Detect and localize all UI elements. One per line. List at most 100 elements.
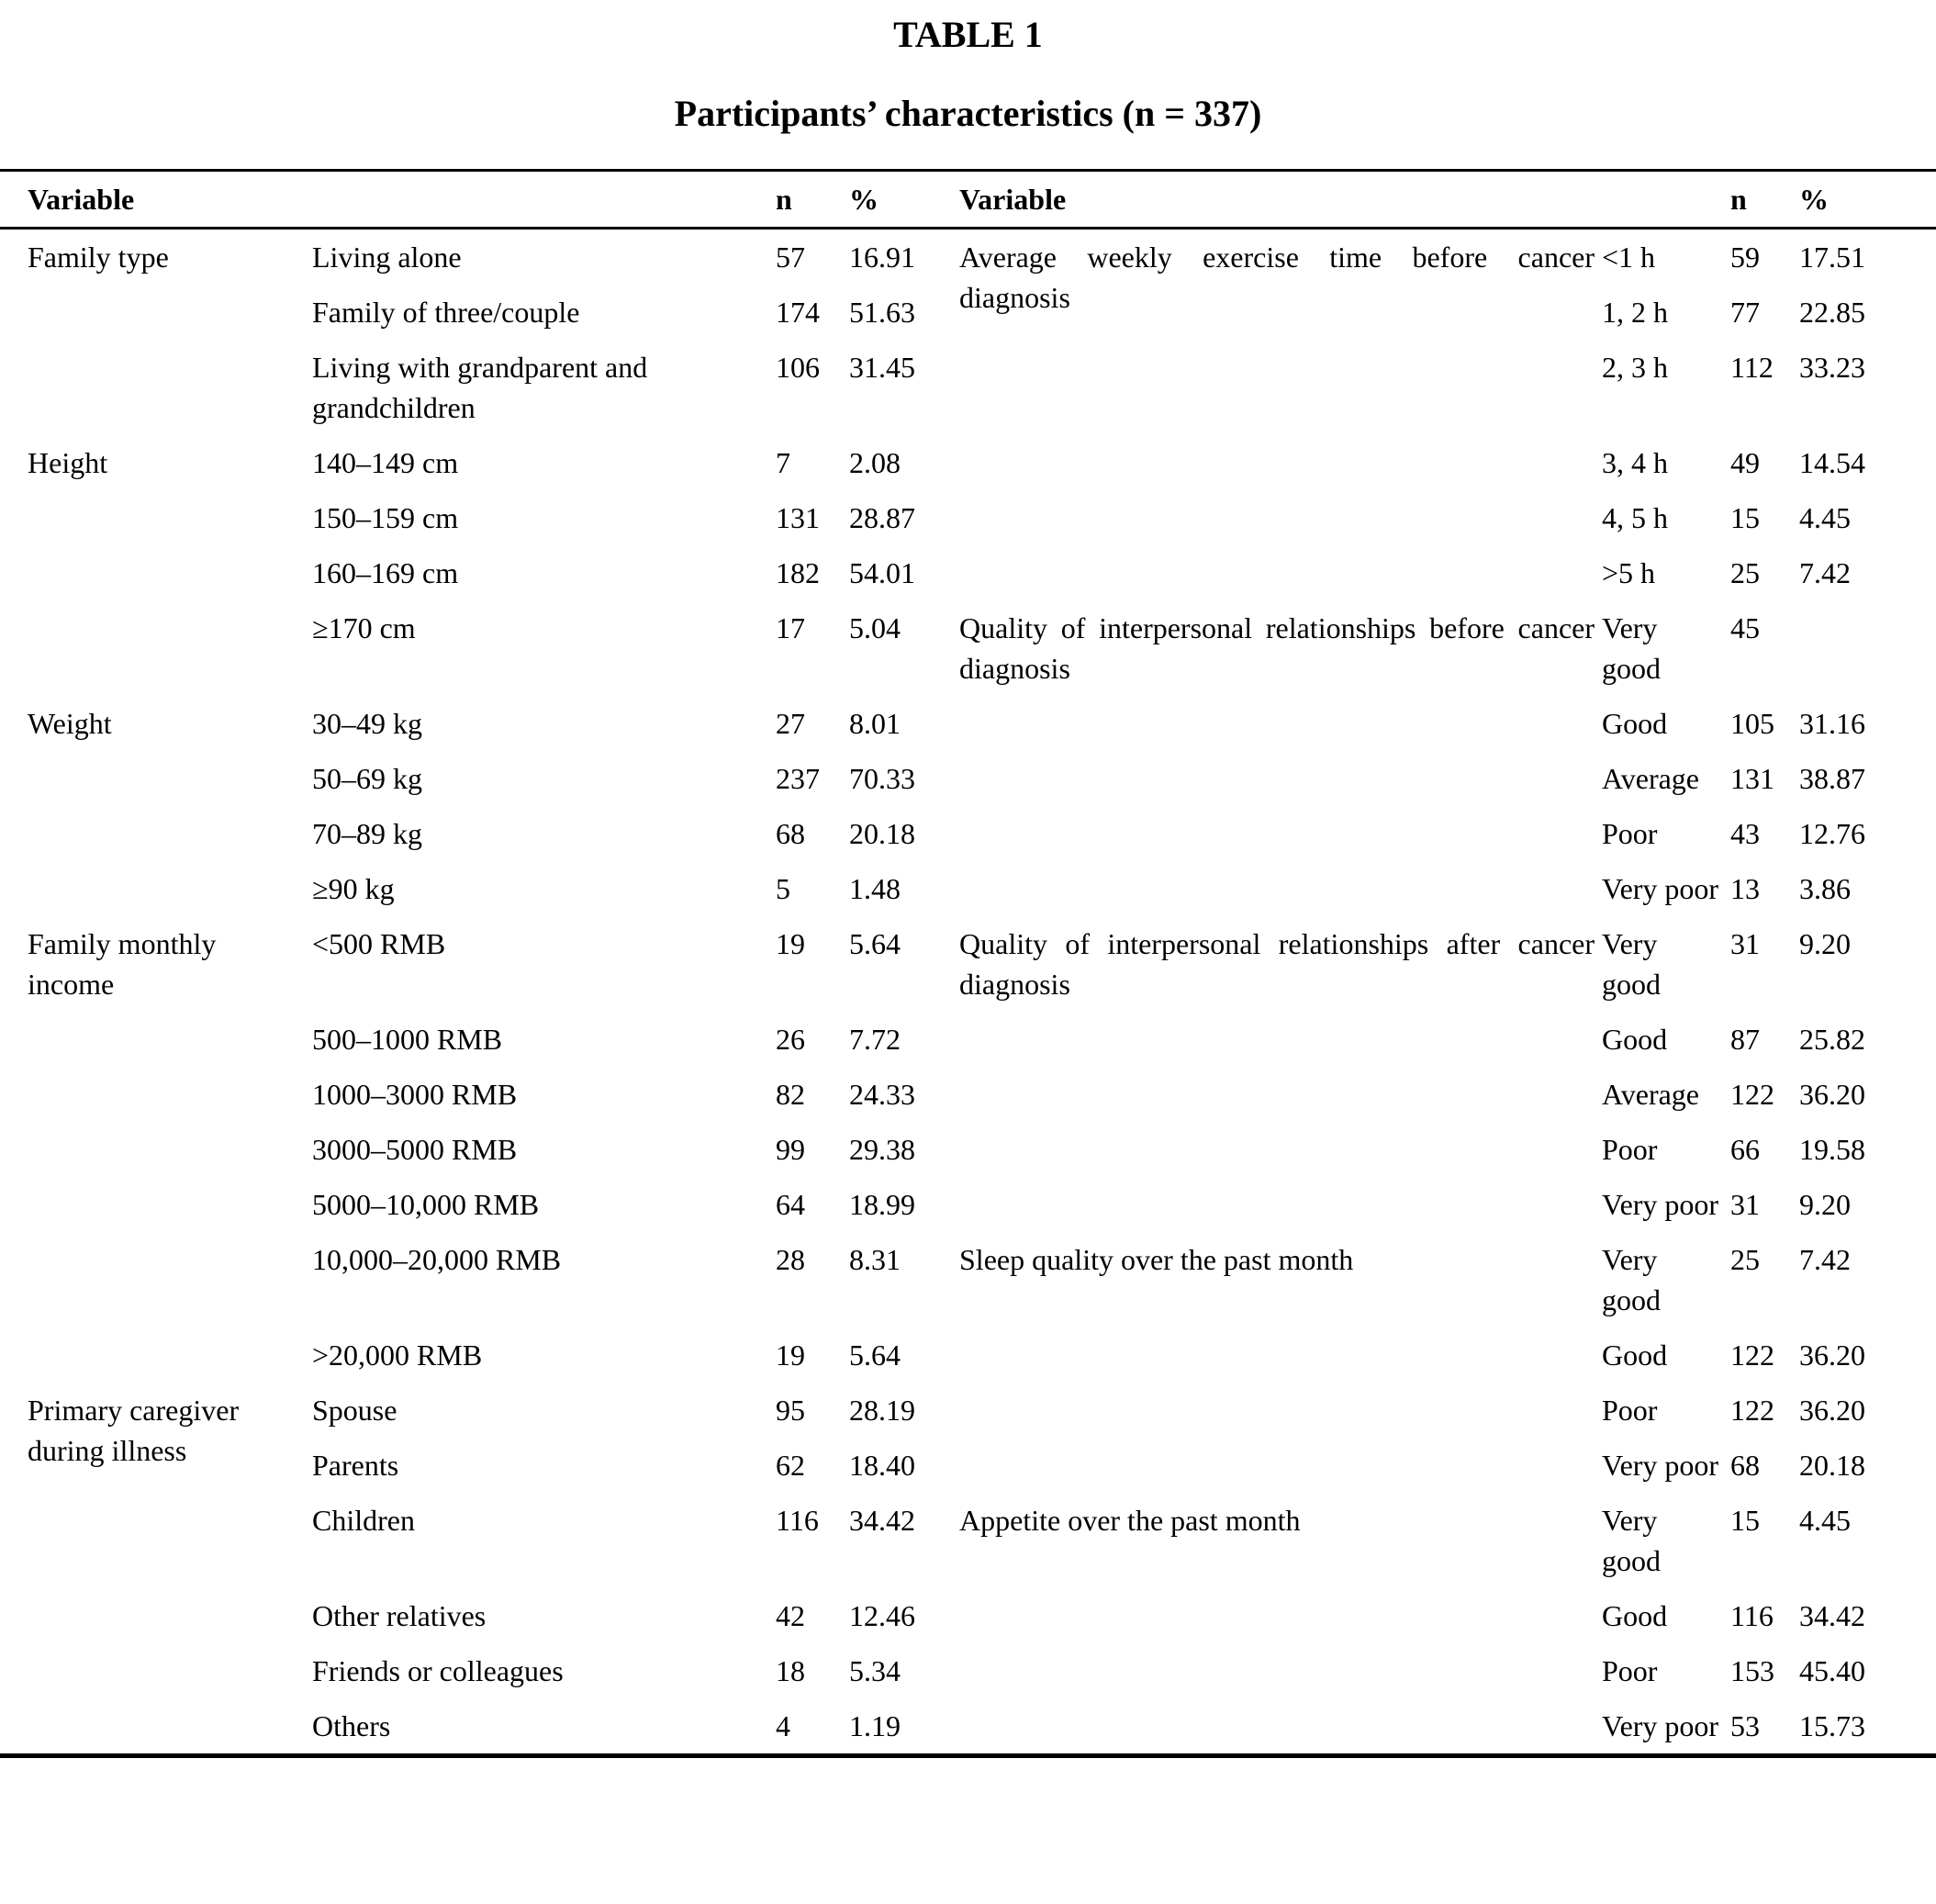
n-cell-right: 31 (1730, 1188, 1760, 1221)
n-cell-right: 43 (1730, 817, 1760, 850)
category-cell-left: Living alone (312, 241, 462, 274)
n-cell-left: 116 (776, 1504, 819, 1537)
n-cell-left: 19 (776, 1338, 805, 1372)
n-cell-left: 237 (776, 762, 820, 795)
table-row: Parents 62 18.40 Very poor 68 20.18 (0, 1438, 1936, 1493)
pct-cell-left: 18.40 (849, 1449, 915, 1482)
n-cell-left: 7 (776, 446, 790, 479)
pct-cell-right: 7.42 (1799, 1243, 1851, 1276)
n-cell-right: 25 (1730, 1243, 1760, 1276)
category-cell-right: Very poor (1602, 872, 1719, 905)
n-cell-left: 182 (776, 556, 820, 589)
n-cell-left: 19 (776, 927, 805, 960)
n-cell-left: 28 (776, 1243, 805, 1276)
pct-cell-left: 1.19 (849, 1709, 901, 1742)
n-cell-left: 42 (776, 1599, 805, 1632)
variable-label-cell: Sleep quality over the past month (959, 1243, 1354, 1276)
table-title: TABLE 1 (893, 14, 1043, 55)
pct-cell-left: 1.48 (849, 872, 901, 905)
pct-cell-right: 45.40 (1799, 1654, 1865, 1687)
n-cell-right: 31 (1730, 927, 1760, 960)
pct-cell-left: 12.46 (849, 1599, 915, 1632)
category-cell-left: Friends or colleagues (312, 1654, 564, 1687)
category-cell-left: Children (312, 1504, 415, 1537)
category-cell-left: 160–169 cm (312, 556, 459, 589)
category-cell-right: Good (1602, 1599, 1668, 1632)
pct-cell-left: 70.33 (849, 762, 915, 795)
n-cell-left: 62 (776, 1449, 805, 1482)
category-cell-left: 70–89 kg (312, 817, 422, 850)
category-cell-right: 3, 4 h (1602, 446, 1668, 479)
table-row: 5000–10,000 RMB 64 18.99 Very poor 31 9.20 (0, 1177, 1936, 1232)
pct-cell-left: 34.42 (849, 1504, 915, 1537)
category-cell-right: Poor (1602, 1654, 1658, 1687)
n-cell-right: 66 (1730, 1133, 1760, 1166)
category-cell-right: Average (1602, 1078, 1699, 1111)
table-row: ≥90 kg 5 1.48 Very poor 13 3.86 (0, 861, 1936, 916)
n-cell-right: 87 (1730, 1023, 1760, 1056)
group-label-cell: Family monthly income (28, 927, 217, 1001)
table-row: Living with grandparent and grandchildre… (0, 340, 1936, 435)
pct-cell-right (1799, 600, 1936, 696)
category-cell-right: Very poor (1602, 1709, 1719, 1742)
category-cell-right: Good (1602, 1338, 1668, 1372)
table-row: Friends or colleagues 18 5.34 Poor 153 45.40 (0, 1643, 1936, 1698)
category-cell-left: Family of three/couple (312, 296, 580, 329)
variable-label-cell: Appetite over the past month (959, 1504, 1301, 1537)
table-row: >20,000 RMB 19 5.64 Good 122 36.20 (0, 1327, 1936, 1383)
category-cell-left: 140–149 cm (312, 446, 459, 479)
variable-label-cell: Quality of interpersonal relationships b… (959, 611, 1595, 685)
category-cell-left: 50–69 kg (312, 762, 422, 795)
pct-cell-right: 15.73 (1799, 1709, 1865, 1742)
pct-cell-right: 31.16 (1799, 707, 1865, 740)
pct-cell-left: 7.72 (849, 1023, 901, 1056)
table-subtitle: Participants’ characteristics (n = 337) (674, 93, 1262, 134)
pct-cell-right: 20.18 (1799, 1449, 1865, 1482)
n-cell-right: 53 (1730, 1709, 1760, 1742)
category-cell-right: Poor (1602, 1394, 1658, 1427)
n-cell-left: 131 (776, 501, 820, 534)
table-row: Height 140–149 cm 7 2.08 3, 4 h 49 14.54 (0, 435, 1936, 490)
pct-cell-right: 4.45 (1799, 501, 1851, 534)
category-cell-left: 3000–5000 RMB (312, 1133, 518, 1166)
n-cell-left: 106 (776, 351, 820, 384)
table-body: Family type Living alone 57 16.91 Average we… (0, 229, 1936, 1756)
n-cell-left: 82 (776, 1078, 805, 1111)
header-pct-right: % (1799, 170, 1936, 230)
n-cell-left: 5 (776, 872, 790, 905)
variable-label-cell: Quality of interpersonal relationships a… (959, 927, 1595, 1001)
pct-cell-right: 22.85 (1799, 296, 1865, 329)
pct-cell-right: 3.86 (1799, 872, 1851, 905)
n-cell-right: 122 (1730, 1078, 1774, 1111)
header-variable-left: Variable (0, 170, 776, 230)
category-cell-right: >5 h (1602, 556, 1656, 589)
n-cell-right: 122 (1730, 1338, 1774, 1372)
category-cell-left: 500–1000 RMB (312, 1023, 503, 1056)
table-row: 150–159 cm 131 28.87 4, 5 h 15 4.45 (0, 490, 1936, 545)
category-cell-right: Very good (1602, 611, 1661, 685)
n-cell-left: 95 (776, 1394, 805, 1427)
pct-cell-left: 24.33 (849, 1078, 915, 1111)
category-cell-right: Very good (1602, 1504, 1661, 1577)
pct-cell-right: 25.82 (1799, 1023, 1865, 1056)
n-cell-right: 122 (1730, 1394, 1774, 1427)
category-cell-left: 1000–3000 RMB (312, 1078, 518, 1111)
category-cell-right: 1, 2 h (1602, 296, 1668, 329)
characteristics-table: Variable n % Variable n % Family type Liv… (0, 169, 1936, 1758)
table-row: Others 4 1.19 Very poor 53 15.73 (0, 1698, 1936, 1756)
header-n-right: n (1730, 170, 1799, 230)
header-variable-right: Variable (959, 170, 1730, 230)
category-cell-left: Others (312, 1709, 391, 1742)
category-cell-left: 150–159 cm (312, 501, 459, 534)
category-cell-right: Poor (1602, 1133, 1658, 1166)
n-cell-left: 64 (776, 1188, 805, 1221)
n-cell-right: 59 (1730, 241, 1760, 274)
category-cell-left: Other relatives (312, 1599, 487, 1632)
category-cell-left: 5000–10,000 RMB (312, 1188, 540, 1221)
n-cell-left: 99 (776, 1133, 805, 1166)
n-cell-left: 68 (776, 817, 805, 850)
pct-cell-right: 7.42 (1799, 556, 1851, 589)
category-cell-right: Good (1602, 1023, 1668, 1056)
pct-cell-left: 2.08 (849, 446, 901, 479)
category-cell-right: Very poor (1602, 1449, 1719, 1482)
